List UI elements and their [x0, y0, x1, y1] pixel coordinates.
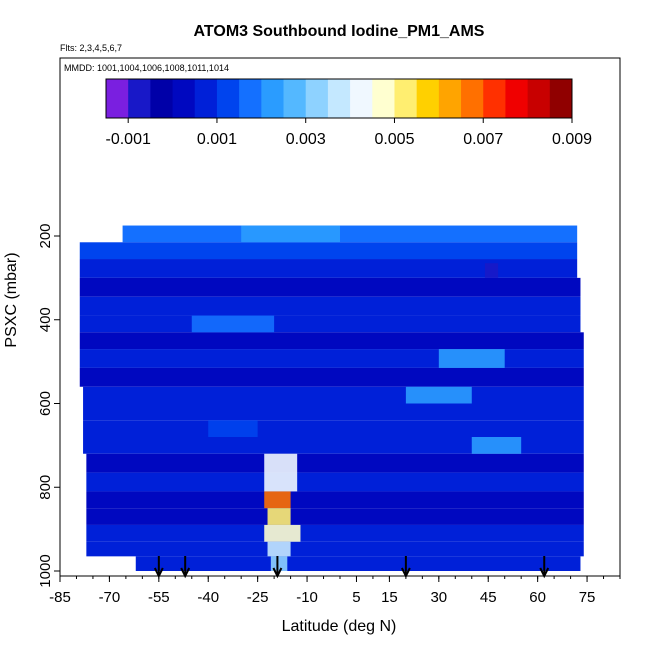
- colorbar-swatch-9: [305, 79, 329, 118]
- feature-9: [471, 437, 522, 454]
- feature-0: [264, 453, 298, 492]
- colorbar-tick-label-3: 0.005: [374, 131, 414, 148]
- colorbar-swatch-1: [128, 79, 151, 118]
- colorbar-tick-label-5: 0.009: [552, 131, 592, 148]
- colorbar-swatch-6: [239, 79, 262, 118]
- colorbar-swatch-7: [261, 79, 285, 118]
- colorbar-swatch-12: [372, 79, 395, 118]
- colorbar-swatch-18: [505, 79, 529, 118]
- colorbar-swatch-16: [461, 79, 484, 118]
- flights-label: Flts: 2,3,4,5,6,7: [60, 43, 122, 53]
- x-tick-label-3: -40: [197, 589, 219, 606]
- feature-11: [191, 315, 275, 333]
- x-axis: -85 -70 -55 -40 -25 -10 5 15 30 45 60 75: [49, 576, 621, 606]
- colorbar-swatch-8: [283, 79, 307, 118]
- band-15: [86, 491, 584, 509]
- dates-label: MMDD: 1001,1004,1006,1008,1011,1014: [64, 63, 229, 73]
- band-9: [83, 386, 584, 404]
- feature-1: [264, 491, 291, 509]
- x-tick-label-9: 45: [480, 589, 497, 606]
- band-2: [79, 259, 578, 278]
- colorbar-tick-label-2: 0.003: [286, 131, 326, 148]
- colorbar: -0.001 0.001 0.003 0.005 0.007 0.009: [105, 78, 592, 148]
- feature-12: [208, 420, 258, 437]
- y-tick-label-2: 600: [37, 391, 54, 416]
- colorbar-tick-label-1: 0.001: [197, 131, 237, 148]
- x-tick-label-6: 5: [352, 589, 360, 606]
- band-14: [86, 472, 584, 492]
- band-7: [79, 349, 584, 368]
- feature-2: [267, 508, 291, 525]
- band-8: [79, 367, 584, 387]
- colorbar-tick-label-4: 0.007: [463, 131, 503, 148]
- band-10: [83, 403, 584, 421]
- band-13: [86, 453, 584, 473]
- feature-8: [438, 349, 505, 368]
- feature-4: [267, 541, 291, 557]
- colorbar-tick-label-0: -0.001: [106, 131, 151, 148]
- y-axis-label: PSXC (mbar): [3, 252, 20, 347]
- chart-title: ATOM3 Southbound Iodine_PM1_AMS: [194, 23, 485, 40]
- band-18: [86, 541, 584, 557]
- band-1: [79, 242, 578, 260]
- colorbar-swatch-20: [549, 79, 573, 118]
- colorbar-swatch-17: [483, 79, 506, 118]
- colorbar-swatch-10: [327, 79, 351, 118]
- colorbar-swatch-4: [194, 79, 218, 118]
- x-tick-label-4: -25: [247, 589, 269, 606]
- band-0: [122, 225, 578, 243]
- colorbar-swatch-2: [150, 79, 174, 118]
- colorbar-swatch-13: [394, 79, 418, 118]
- y-axis: 200 400 600 800 1000: [37, 223, 60, 588]
- x-tick-label-10: 60: [529, 589, 546, 606]
- feature-5: [270, 556, 288, 571]
- band-16: [86, 508, 584, 525]
- band-3: [79, 277, 581, 297]
- x-tick-label-5: -10: [296, 589, 318, 606]
- x-tick-label-1: -70: [99, 589, 121, 606]
- band-12: [83, 437, 584, 454]
- y-tick-label-0: 200: [37, 223, 54, 248]
- colorbar-swatch-3: [172, 79, 196, 118]
- colorbar-swatch-5: [216, 79, 240, 118]
- y-tick-label-3: 800: [37, 475, 54, 500]
- x-tick-label-7: 15: [381, 589, 398, 606]
- band-19: [135, 556, 581, 571]
- plot-area: [79, 225, 584, 579]
- colorbar-frame: [105, 78, 573, 119]
- feature-6: [484, 263, 499, 278]
- colorbar-swatch-14: [416, 79, 440, 118]
- colorbar-swatch-19: [527, 79, 551, 118]
- x-tick-label-2: -55: [148, 589, 170, 606]
- band-11: [83, 420, 584, 437]
- band-4: [79, 296, 581, 316]
- band-17: [86, 524, 584, 542]
- x-axis-label: Latitude (deg N): [282, 618, 397, 635]
- y-tick-label-1: 400: [37, 307, 54, 332]
- band-6: [79, 332, 584, 350]
- colorbar-swatch-0: [106, 79, 129, 118]
- x-tick-label-8: 30: [430, 589, 447, 606]
- colorbar-swatch-11: [350, 79, 373, 118]
- y-tick-label-4: 1000: [37, 554, 54, 587]
- feature-7: [241, 225, 340, 243]
- colorbar-swatch-15: [438, 79, 462, 118]
- feature-10: [405, 386, 472, 404]
- feature-3: [264, 524, 301, 542]
- x-tick-label-11: 75: [579, 589, 596, 606]
- band-5: [79, 315, 581, 333]
- x-tick-label-0: -85: [49, 589, 71, 606]
